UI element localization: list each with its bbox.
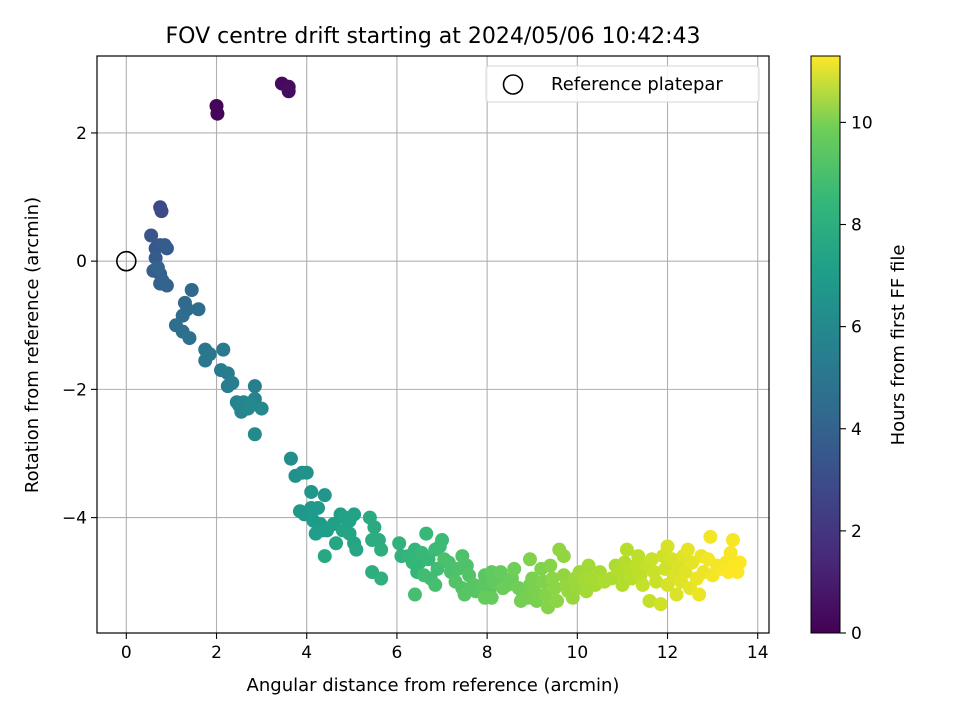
legend-label: Reference platepar bbox=[551, 74, 723, 95]
data-point bbox=[644, 552, 659, 567]
colorbar bbox=[810, 55, 841, 634]
data-point bbox=[191, 302, 206, 317]
data-point bbox=[144, 228, 159, 243]
data-point bbox=[247, 427, 262, 442]
data-point bbox=[182, 331, 197, 346]
plot-frame bbox=[96, 55, 770, 634]
data-point bbox=[581, 558, 596, 573]
data-point bbox=[635, 577, 650, 592]
data-point bbox=[522, 552, 537, 567]
colorbar-tick-label: 10 bbox=[851, 113, 873, 133]
legend-box bbox=[485, 65, 760, 103]
colorbar-tick-label: 2 bbox=[851, 522, 862, 542]
data-point bbox=[669, 587, 684, 602]
data-point bbox=[642, 593, 657, 608]
data-point bbox=[692, 587, 707, 602]
data-point bbox=[317, 549, 332, 564]
colorbar-tick-label: 6 bbox=[851, 318, 862, 338]
y-tick-label: −4 bbox=[62, 509, 87, 529]
data-point bbox=[556, 549, 571, 564]
data-point bbox=[703, 529, 718, 544]
data-point bbox=[619, 542, 634, 557]
data-point bbox=[374, 542, 389, 557]
data-point bbox=[392, 536, 407, 551]
data-point bbox=[543, 558, 558, 573]
data-point bbox=[725, 533, 740, 548]
data-point bbox=[493, 565, 508, 580]
data-point bbox=[254, 401, 269, 416]
colorbar-tick-label: 0 bbox=[851, 624, 862, 644]
legend-marker bbox=[502, 74, 524, 95]
data-point bbox=[660, 539, 675, 554]
data-point bbox=[150, 260, 165, 275]
data-point bbox=[308, 526, 323, 541]
data-point bbox=[349, 542, 364, 557]
data-point bbox=[198, 353, 213, 368]
data-point bbox=[247, 379, 262, 394]
data-point bbox=[631, 549, 646, 564]
data-point bbox=[329, 536, 344, 551]
x-tick-label: 0 bbox=[121, 643, 132, 663]
data-point bbox=[416, 568, 431, 583]
data-point bbox=[367, 520, 382, 535]
data-point bbox=[304, 484, 319, 499]
x-axis-label: Angular distance from reference (arcmin) bbox=[247, 675, 620, 696]
data-point bbox=[477, 590, 492, 605]
data-point bbox=[154, 204, 169, 219]
data-point bbox=[653, 597, 668, 612]
x-tick-label: 8 bbox=[482, 643, 493, 663]
x-tick-label: 14 bbox=[747, 643, 769, 663]
data-point bbox=[507, 561, 522, 576]
data-point bbox=[184, 283, 199, 298]
data-point bbox=[428, 577, 443, 592]
data-point bbox=[310, 500, 325, 515]
data-point bbox=[225, 375, 240, 390]
data-point bbox=[649, 574, 664, 589]
data-point bbox=[457, 587, 472, 602]
x-tick-label: 2 bbox=[211, 643, 222, 663]
x-tick-label: 10 bbox=[567, 643, 589, 663]
data-point bbox=[547, 581, 562, 596]
data-point bbox=[283, 451, 298, 466]
data-point bbox=[435, 533, 450, 548]
y-tick-label: 2 bbox=[76, 124, 87, 144]
x-tick-label: 12 bbox=[657, 643, 679, 663]
legend: Reference platepar bbox=[485, 65, 760, 103]
data-point bbox=[550, 593, 565, 608]
x-axis-ticks: 0 2 4 6 8 10 12 14 bbox=[121, 633, 769, 663]
y-tick-label: 0 bbox=[76, 252, 87, 272]
data-point bbox=[732, 555, 747, 570]
data-point bbox=[721, 565, 736, 580]
data-point bbox=[243, 398, 258, 413]
x-tick-label: 6 bbox=[392, 643, 403, 663]
data-point bbox=[216, 342, 231, 357]
data-point bbox=[525, 571, 540, 586]
x-tick-label: 4 bbox=[301, 643, 312, 663]
data-point bbox=[407, 587, 422, 602]
data-point bbox=[299, 465, 314, 480]
colorbar-tick-label: 8 bbox=[851, 216, 862, 236]
y-tick-label: −2 bbox=[62, 380, 87, 400]
data-point bbox=[680, 542, 695, 557]
data-point bbox=[157, 238, 172, 253]
data-point bbox=[210, 106, 225, 121]
scatter-points bbox=[144, 76, 747, 615]
data-point bbox=[723, 545, 738, 560]
chart-title: FOV centre drift starting at 2024/05/06 … bbox=[166, 24, 701, 49]
data-point bbox=[419, 526, 434, 541]
colorbar-label: Hours from first FF file bbox=[888, 245, 909, 446]
grid-lines bbox=[97, 56, 769, 633]
reference-platepar-marker bbox=[116, 250, 137, 272]
colorbar-tick-label: 4 bbox=[851, 420, 862, 440]
data-point bbox=[317, 488, 332, 503]
colorbar-ticks: 0 2 4 6 8 10 bbox=[840, 113, 873, 644]
data-point bbox=[281, 84, 296, 99]
data-point bbox=[374, 571, 389, 586]
y-axis-ticks: 2 0 −2 −4 bbox=[62, 124, 97, 529]
y-axis-label: Rotation from reference (arcmin) bbox=[22, 197, 43, 493]
data-point bbox=[159, 278, 174, 293]
data-point bbox=[347, 507, 362, 522]
